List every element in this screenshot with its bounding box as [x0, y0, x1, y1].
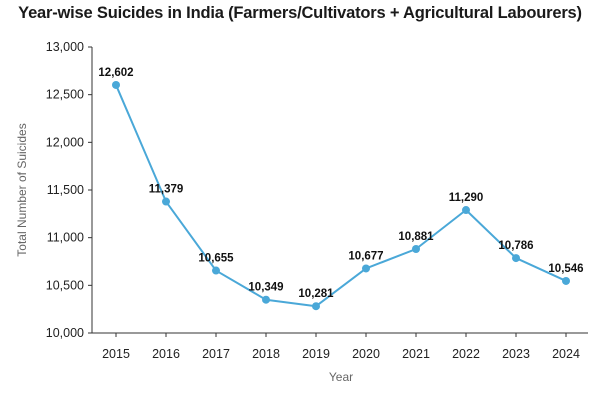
x-tick-label: 2015 — [102, 347, 130, 361]
data-label: 11,379 — [149, 184, 184, 196]
y-axis-title: Total Number of Suicides — [15, 123, 29, 256]
y-tick-label: 10,500 — [46, 278, 84, 292]
data-label: 10,281 — [298, 288, 334, 300]
y-tick-label: 11,000 — [47, 231, 84, 245]
data-label: 11,290 — [449, 192, 484, 204]
x-tick-label: 2018 — [252, 347, 280, 361]
x-tick-label: 2021 — [402, 347, 430, 361]
data-label: 10,349 — [248, 282, 283, 294]
y-tick-label: 10,000 — [46, 326, 84, 340]
x-tick-label: 2024 — [552, 347, 580, 361]
data-point — [262, 295, 270, 304]
data-label: 10,677 — [348, 250, 383, 262]
x-tick-label: 2019 — [302, 347, 330, 361]
y-tick-label: 13,000 — [46, 40, 84, 54]
series-group — [112, 80, 570, 311]
data-point — [312, 302, 320, 311]
x-tick-label: 2016 — [152, 347, 180, 361]
data-point — [562, 276, 570, 285]
data-point — [162, 197, 170, 206]
y-tick-labels: 10,000 10,500 11,000 11,500 12,000 12,500 13,0… — [46, 40, 92, 340]
y-tick-label: 12,500 — [46, 88, 84, 102]
data-point — [212, 266, 220, 275]
series-line — [115, 84, 567, 308]
data-label: 10,881 — [398, 231, 434, 243]
data-label: 10,546 — [548, 263, 583, 275]
chart-title: Year-wise Suicides in India (Farmers/Cul… — [18, 4, 582, 22]
y-tick-label: 11,500 — [47, 183, 84, 197]
data-point — [462, 206, 470, 215]
data-label: 12,602 — [98, 67, 133, 79]
data-labels: 12,602 11,379 10,655 10,349 10,281 10,677 10,8… — [98, 67, 583, 300]
data-point — [412, 245, 420, 254]
data-label: 10,786 — [498, 240, 533, 252]
data-point — [512, 254, 520, 263]
y-tick-label: 12,000 — [46, 135, 84, 149]
x-tick-label: 2017 — [202, 347, 230, 361]
x-axis-title: Year — [329, 370, 353, 384]
data-label: 10,655 — [198, 253, 234, 265]
data-point — [362, 264, 370, 273]
data-point — [112, 80, 120, 89]
x-tick-label: 2020 — [352, 347, 380, 361]
x-tick-label: 2022 — [452, 347, 480, 361]
x-tick-label: 2023 — [502, 347, 530, 361]
x-tick-labels: 2015 2016 2017 2018 2019 2020 2021 2022 2023 2024 — [102, 333, 580, 361]
